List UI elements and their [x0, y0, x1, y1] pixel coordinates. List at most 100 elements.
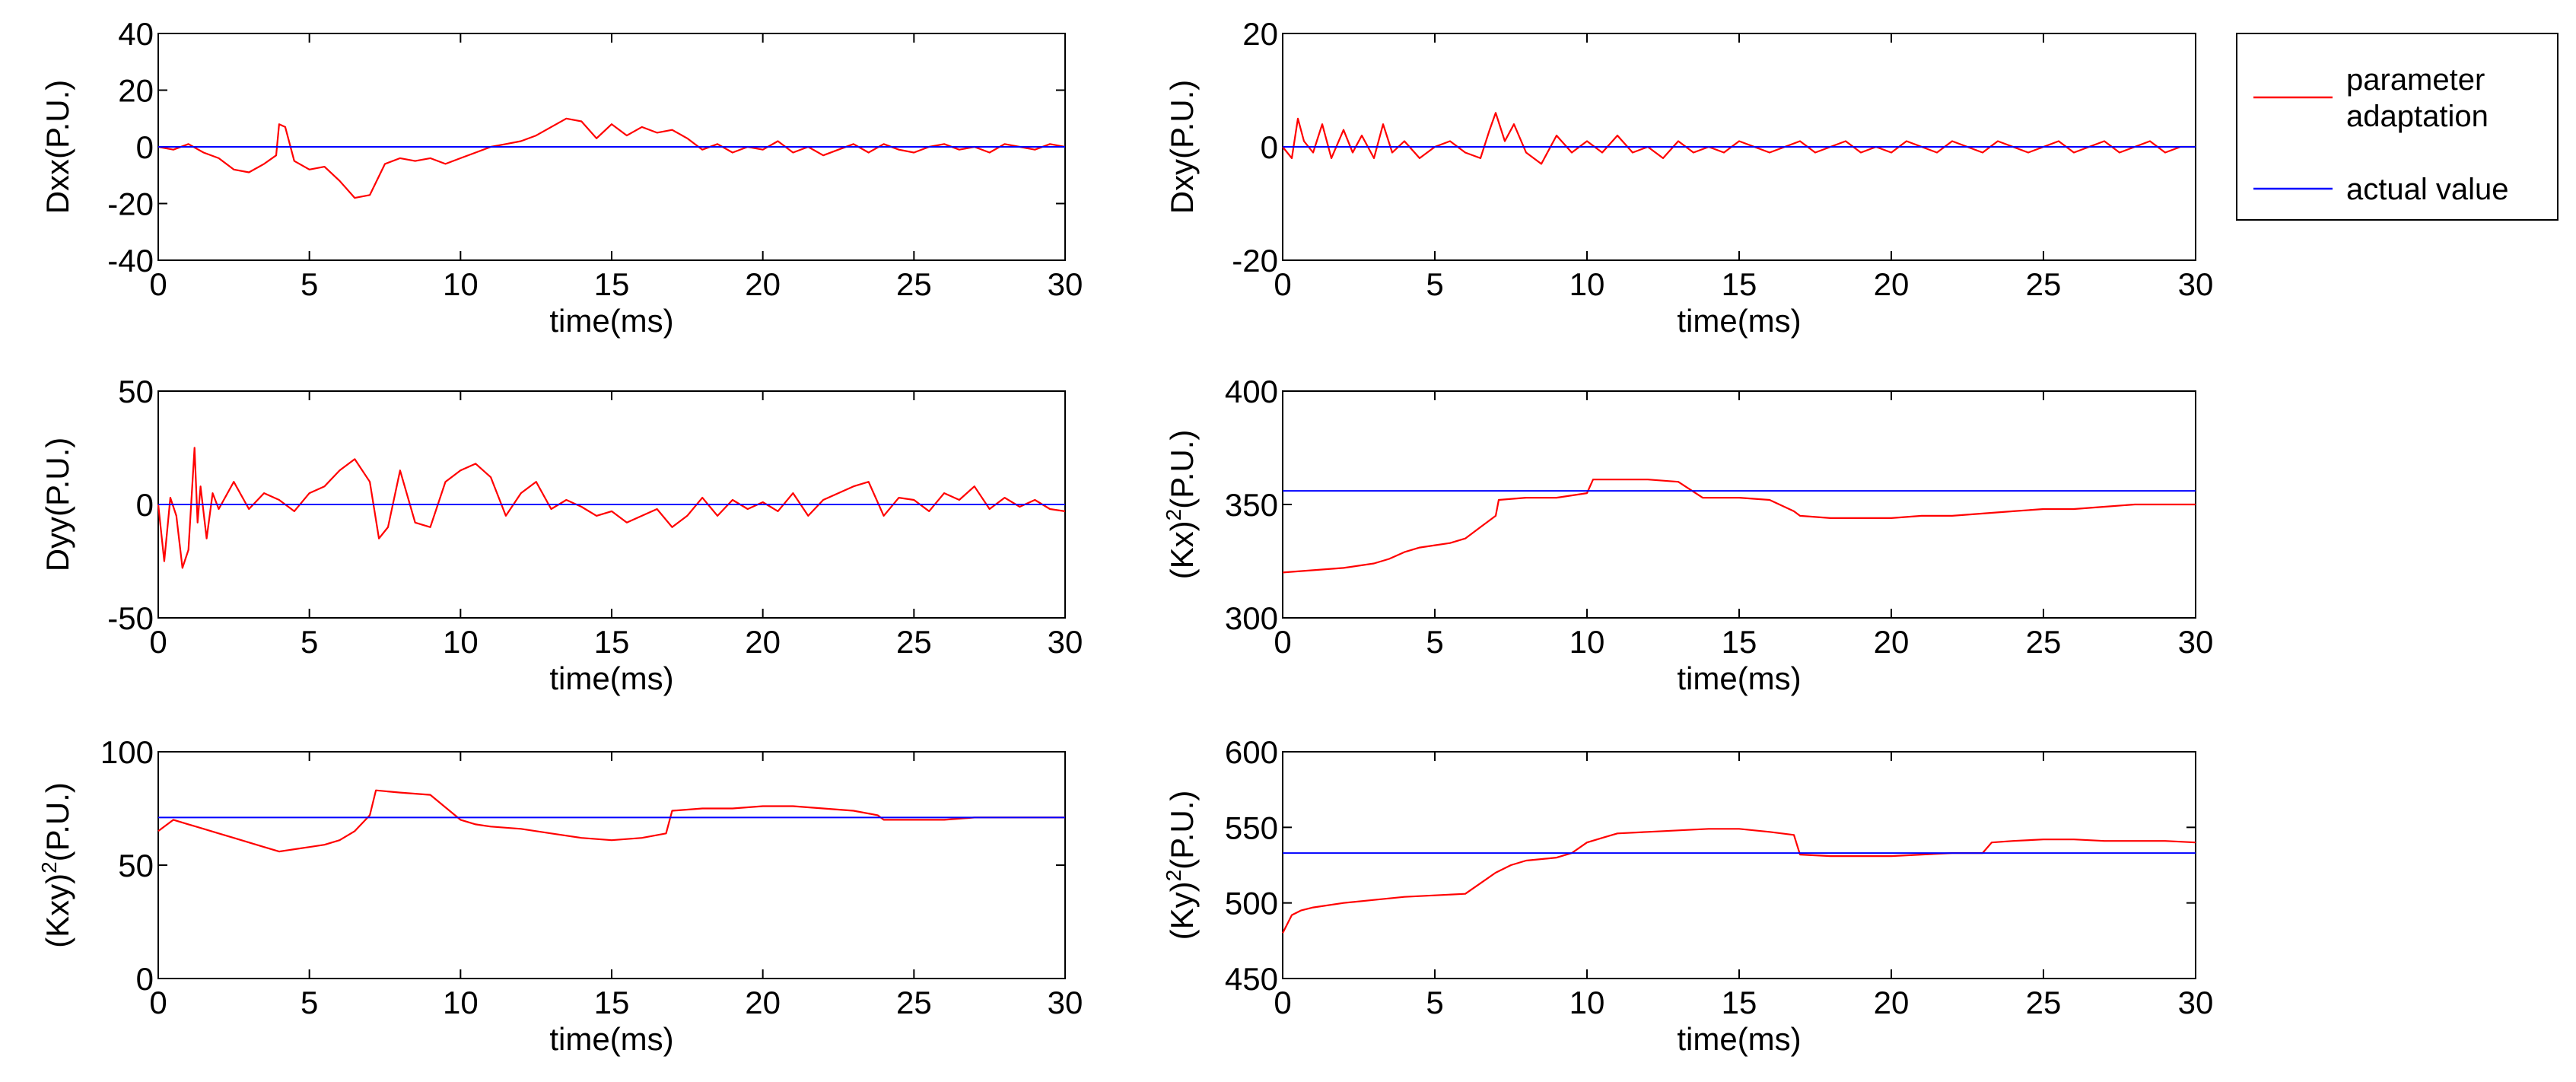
y-axis-label: Dyy(P.U.) [40, 438, 75, 572]
x-tick-label: 10 [443, 266, 479, 302]
x-tick-label: 10 [1569, 985, 1605, 1020]
plot-area [1282, 390, 2196, 619]
subplot-1: 0 5 10 15 20 25 30 -40 -20 0 20 40 time(ms) Dxx(P.U.) [40, 16, 1083, 339]
y-tick-label: -20 [107, 186, 154, 222]
x-axis-label: time(ms) [549, 660, 673, 696]
series-parameter-adaptation-line [157, 117, 1066, 199]
x-tick-label: 20 [1874, 624, 1910, 660]
subplot-5: 0 5 10 15 20 25 30 0 50 100 time(ms) (Kxy)2(P.U.) [37, 734, 1083, 1057]
y-tick-label: 600 [1225, 734, 1278, 770]
plots: 0 5 10 15 20 25 30-40-2002040time(ms)Dxx(P.U.)… [37, 16, 2213, 1057]
y-axis-label-superscript: 2 [1162, 870, 1185, 882]
y-tick-label: 0 [136, 129, 154, 165]
x-tick-label: 0 [1274, 266, 1291, 302]
x-axis-label: time(ms) [1677, 1021, 1801, 1057]
x-tick-label: 20 [1874, 985, 1910, 1020]
x-tick-label: 25 [896, 624, 932, 660]
y-tick-label: 100 [100, 734, 154, 770]
x-tick-label: 5 [301, 624, 318, 660]
x-tick-label: 30 [2178, 266, 2214, 302]
x-tick-label: 5 [1426, 266, 1443, 302]
x-tick-label: 25 [2026, 266, 2062, 302]
x-tick-label: 25 [2026, 985, 2062, 1020]
y-tick-label: 50 [118, 848, 154, 883]
y-axis-label-superscript: 2 [1162, 509, 1185, 521]
plot-area [1282, 751, 2196, 979]
x-tick-label: 15 [594, 985, 630, 1020]
y-tick-label: 400 [1225, 374, 1278, 409]
x-tick-label: 30 [2178, 624, 2214, 660]
x-tick-label: 0 [149, 266, 167, 302]
y-tick-label: 50 [118, 374, 154, 409]
x-axis-label: time(ms) [549, 1021, 673, 1057]
y-tick-label: 300 [1225, 600, 1278, 636]
y-axis-label-unit: (P.U.) [1164, 791, 1200, 870]
subplot-6: 0 5 10 15 20 25 30 450 500 550 600 time(ms) (Ky)2(P.… [1162, 734, 2213, 1057]
y-axis-label-superscript: 2 [37, 861, 61, 874]
x-tick-label: 5 [1426, 985, 1443, 1020]
y-axis-label: (Kx)2(P.U.) [1162, 430, 1200, 580]
x-tick-label: 25 [2026, 624, 2062, 660]
y-tick-label: 20 [1242, 16, 1278, 52]
y-tick-label: -20 [1232, 243, 1278, 278]
y-axis-label: (Ky)2(P.U.) [1162, 791, 1200, 940]
y-axis-label-unit: (P.U.) [40, 782, 75, 861]
y-tick-label: 40 [118, 16, 154, 52]
plot-area [157, 751, 1066, 979]
x-tick-label: 0 [1274, 985, 1291, 1020]
x-tick-label: 30 [1048, 624, 1083, 660]
x-tick-label: 15 [1722, 985, 1757, 1020]
x-axis-label: time(ms) [549, 303, 673, 339]
x-tick-label: 15 [1722, 266, 1757, 302]
y-tick-label: 20 [118, 73, 154, 109]
x-tick-label: 30 [2178, 985, 2214, 1020]
y-axis-label-unit: (P.U.) [1164, 430, 1200, 509]
x-tick-label: 20 [745, 624, 781, 660]
y-tick-label: 0 [1261, 129, 1278, 165]
x-tick-label: 25 [896, 985, 932, 1020]
y-tick-label: 450 [1225, 961, 1278, 997]
series-parameter-adaptation-line [1282, 479, 2196, 574]
x-tick-label: 0 [1274, 624, 1291, 660]
subplot-4: 0 5 10 15 20 25 30 300 350 400 time(ms) (Kx)2(P.U.) [1162, 374, 2213, 696]
y-tick-label: 350 [1225, 487, 1278, 523]
y-axis-label: Dxy(P.U.) [1164, 80, 1200, 215]
x-tick-label: 20 [745, 985, 781, 1020]
x-tick-label: 15 [1722, 624, 1757, 660]
x-tick-label: 0 [149, 624, 167, 660]
y-axis-label-base: (Ky) [1164, 881, 1200, 940]
x-tick-label: 5 [301, 985, 318, 1020]
x-tick-label: 10 [443, 624, 479, 660]
x-axis-label: time(ms) [1677, 303, 1801, 339]
x-tick-label: 30 [1048, 266, 1083, 302]
y-tick-label: 0 [136, 961, 154, 997]
series-parameter-adaptation-line [1282, 828, 2196, 934]
x-tick-label: 10 [443, 985, 479, 1020]
y-axis-label-base: (Kxy) [40, 874, 75, 948]
x-tick-label: 5 [301, 266, 318, 302]
y-axis-label-base: (Kx) [1164, 520, 1200, 579]
y-tick-label: 500 [1225, 886, 1278, 921]
x-axis-label: time(ms) [1677, 660, 1801, 696]
y-axis-label: Dxx(P.U.) [40, 80, 75, 215]
legend-label-adaptation-line2: adaptation [2346, 100, 2489, 133]
x-tick-label: 15 [594, 624, 630, 660]
x-tick-label: 20 [745, 266, 781, 302]
y-axis-label: (Kxy)2(P.U.) [37, 782, 75, 948]
x-tick-label: 25 [896, 266, 932, 302]
x-tick-label: 5 [1426, 624, 1443, 660]
legend: parameter adaptation actual value [2236, 33, 2559, 221]
y-tick-label: 0 [136, 487, 154, 523]
x-tick-label: 20 [1874, 266, 1910, 302]
x-tick-label: 10 [1569, 624, 1605, 660]
x-tick-label: 30 [1048, 985, 1083, 1020]
y-tick-label: -50 [107, 600, 154, 636]
y-tick-label: -40 [107, 243, 154, 278]
x-tick-label: 10 [1569, 266, 1605, 302]
legend-label-actual: actual value [2346, 173, 2508, 206]
x-tick-label: 15 [594, 266, 630, 302]
legend-label-adaptation-line1: parameter [2346, 63, 2485, 97]
